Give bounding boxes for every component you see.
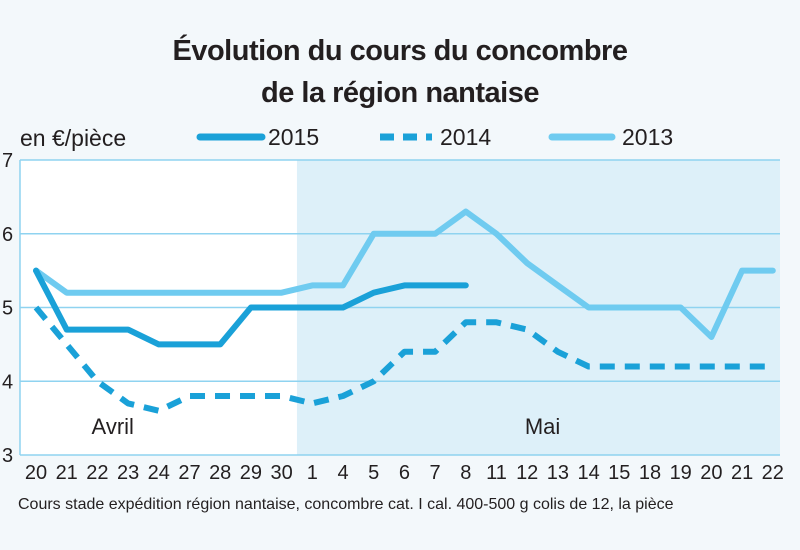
x-tick-label: 30 — [270, 462, 292, 484]
x-tick-labels: 20 21 22 23 24 27 28 29 30 1 4 5 6 7 8 11 12 13 14 15 18 19 20… — [25, 462, 784, 484]
x-tick-label: 21 — [731, 462, 753, 484]
legend-label-2014: 2014 — [440, 124, 491, 150]
chart-subtitle: de la région nantaise — [261, 77, 539, 109]
y-tick-labels: 3 4 5 6 7 — [2, 150, 13, 467]
x-tick-label: 22 — [86, 462, 108, 484]
chart-title-block: Évolution du cours du concombre de la ré… — [0, 30, 800, 114]
x-tick-label: 21 — [56, 462, 78, 484]
x-tick-label: 6 — [399, 462, 410, 484]
series-line-2015 — [33, 267, 469, 348]
x-tick-label: 1 — [307, 462, 318, 484]
x-tick-label: 28 — [209, 462, 231, 484]
month-labels: Avril Mai — [92, 414, 561, 439]
x-tick-label: 4 — [337, 462, 348, 484]
y-axis-unit-label: en €/pièce — [20, 125, 126, 151]
x-tick-label: 29 — [240, 462, 262, 484]
x-tick-label: 27 — [178, 462, 200, 484]
legend-label-2013: 2013 — [622, 124, 673, 150]
x-tick-label: 11 — [486, 462, 507, 484]
legend-label-2015: 2015 — [268, 124, 319, 150]
source-footnote: Cours stade expédition région nantaise, … — [18, 496, 674, 513]
y-tick-label: 5 — [2, 298, 13, 320]
legend: en €/pièce 2015 2014 2013 — [20, 124, 673, 151]
series-line-2014 — [33, 305, 773, 414]
x-tick-label: 18 — [639, 462, 661, 484]
x-tick-label: 15 — [608, 462, 630, 484]
series-lines — [33, 208, 776, 414]
x-tick-label: 19 — [670, 462, 692, 484]
x-tick-label: 20 — [25, 462, 47, 484]
x-tick-label: 24 — [148, 462, 170, 484]
x-tick-label: 12 — [516, 462, 538, 484]
month-label: Avril — [92, 414, 134, 439]
x-tick-label: 14 — [577, 462, 599, 484]
x-tick-label: 22 — [762, 462, 784, 484]
x-tick-label: 20 — [700, 462, 722, 484]
x-tick-label: 7 — [430, 462, 441, 484]
x-tick-label: 5 — [368, 462, 379, 484]
x-tick-label: 8 — [460, 462, 471, 484]
x-tick-label: 13 — [547, 462, 569, 484]
month-label: Mai — [525, 414, 560, 439]
y-tick-label: 4 — [2, 371, 13, 393]
series-line-2013 — [33, 208, 776, 340]
x-tick-label: 23 — [117, 462, 139, 484]
chart-title: Évolution du cours du concombre — [172, 35, 628, 67]
y-tick-label: 7 — [2, 150, 13, 172]
y-tick-label: 6 — [2, 224, 13, 246]
y-tick-label: 3 — [2, 445, 13, 467]
